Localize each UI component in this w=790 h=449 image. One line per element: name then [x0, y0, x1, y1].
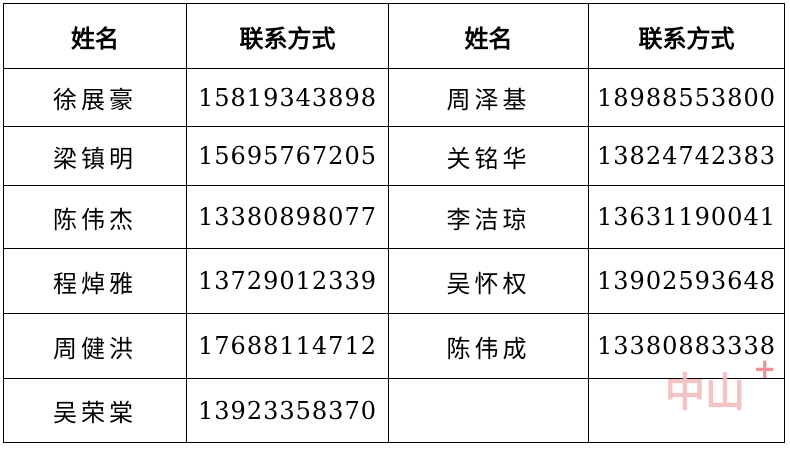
header-name-2: 姓名 [388, 3, 589, 69]
table-row: 陈伟杰 13380898077 李洁琼 13631190041 [3, 185, 785, 249]
name-cell: 陈伟成 [388, 313, 589, 379]
table-row: 程焯雅 13729012339 吴怀权 13902593648 [3, 248, 785, 314]
header-row: 姓名 联系方式 姓名 联系方式 [3, 3, 785, 69]
phone-cell: 17688114712 [186, 313, 389, 379]
phone-cell: 13902593648 [588, 248, 785, 314]
phone-cell: 13380883338 [588, 313, 785, 379]
phone-cell: 13923358370 [186, 378, 389, 443]
name-cell: 徐展豪 [3, 68, 187, 127]
watermark-plus-icon: + [753, 352, 777, 385]
name-cell: 关铭华 [388, 126, 589, 186]
name-cell: 周健洪 [3, 313, 187, 379]
phone-cell [588, 378, 785, 443]
name-cell: 周泽基 [388, 68, 589, 127]
name-cell: 吴怀权 [388, 248, 589, 314]
phone-cell: 13729012339 [186, 248, 389, 314]
header-contact-1: 联系方式 [186, 3, 389, 69]
contact-table: 姓名 联系方式 姓名 联系方式 徐展豪 15819343898 周泽基 1898… [3, 3, 785, 443]
name-cell: 程焯雅 [3, 248, 187, 314]
phone-cell: 13380898077 [186, 185, 389, 249]
phone-cell: 13631190041 [588, 185, 785, 249]
name-cell: 陈伟杰 [3, 185, 187, 249]
name-cell [388, 378, 589, 443]
table-row: 梁镇明 15695767205 关铭华 13824742383 [3, 126, 785, 186]
zhongshan-watermark-logo: 中山 + [665, 352, 776, 418]
phone-cell: 15819343898 [186, 68, 389, 127]
header-contact-2: 联系方式 [588, 3, 785, 69]
table-row: 吴荣棠 13923358370 [3, 378, 785, 443]
phone-cell: 15695767205 [186, 126, 389, 186]
phone-cell: 18988553800 [588, 68, 785, 127]
table-row: 徐展豪 15819343898 周泽基 18988553800 [3, 68, 785, 127]
name-cell: 李洁琼 [388, 185, 589, 249]
watermark-text: 中山 [665, 370, 745, 416]
header-name-1: 姓名 [3, 3, 187, 69]
name-cell: 吴荣棠 [3, 378, 187, 443]
table-row: 周健洪 17688114712 陈伟成 13380883338 [3, 313, 785, 379]
phone-cell: 13824742383 [588, 126, 785, 186]
name-cell: 梁镇明 [3, 126, 187, 186]
